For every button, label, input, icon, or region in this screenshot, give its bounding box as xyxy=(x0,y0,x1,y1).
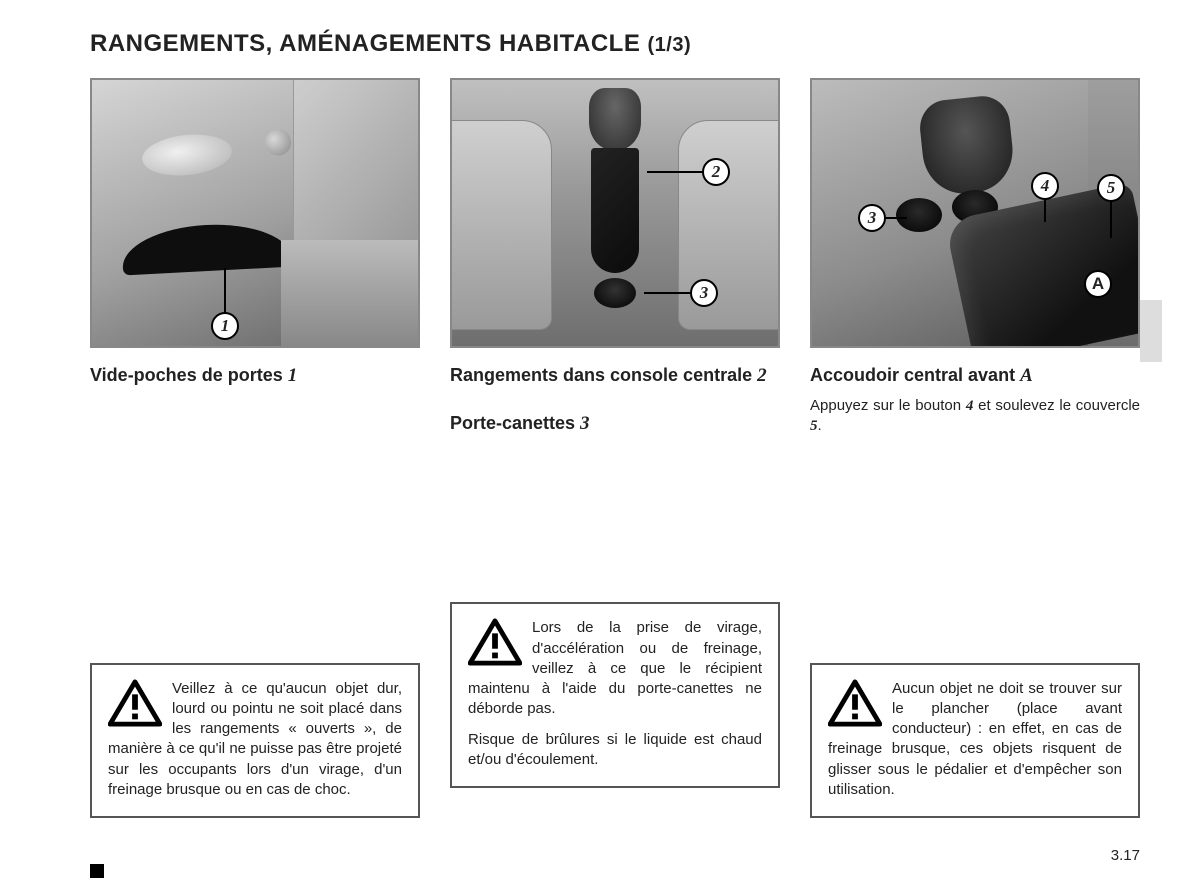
page-number: 3.17 xyxy=(1111,847,1140,864)
warning-icon xyxy=(828,679,882,727)
col2-warning-p2: Risque de brûlures si le liquide est cha… xyxy=(468,730,762,771)
callout-4: 4 xyxy=(1031,172,1059,200)
warning-icon xyxy=(468,618,522,666)
column-2: 28469 2 3 Rangements dans console centra… xyxy=(450,78,780,818)
title-main: RANGEMENTS, AMÉNAGEMENTS HABITACLE xyxy=(90,30,640,57)
col2-heading2-text: Porte-canettes xyxy=(450,413,580,433)
fig2-seat-left xyxy=(450,120,552,330)
leader-5 xyxy=(1110,200,1112,238)
callout-2: 2 xyxy=(702,158,730,186)
columns-container: 28422 1 Vide-poches de portes 1 Veillez … xyxy=(90,78,1140,818)
page-side-tab xyxy=(1140,300,1162,362)
figure-2: 28469 2 3 xyxy=(450,78,780,348)
col2-heading2-ref: 3 xyxy=(580,413,590,434)
fig1-door-panel xyxy=(92,80,294,346)
col3-body: Appuyez sur le bouton 4 et soulevez le c… xyxy=(810,396,1140,437)
title-suffix: (1/3) xyxy=(648,34,692,56)
callout-1: 1 xyxy=(211,312,239,340)
fig2-gear-boot xyxy=(589,88,641,150)
fig3-cupholder-left xyxy=(896,198,942,232)
callout-5: 5 xyxy=(1097,174,1125,202)
col3-heading-text: Accoudoir central avant xyxy=(810,365,1020,385)
column-3: 30863 3 4 5 A Accoudoir central avant A … xyxy=(810,78,1140,818)
leader-2 xyxy=(647,171,705,173)
col3-heading: Accoudoir central avant A xyxy=(810,364,1140,388)
leader-4 xyxy=(1044,198,1046,222)
callout-3b: 3 xyxy=(858,204,886,232)
callout-3: 3 xyxy=(690,279,718,307)
figure-1: 28422 1 xyxy=(90,78,420,348)
col3-body-mid: et soulevez le couvercle xyxy=(973,397,1140,414)
col1-heading: Vide-poches de portes 1 xyxy=(90,364,420,388)
leader-3 xyxy=(644,292,694,294)
page-title: RANGEMENTS, AMÉNAGEMENTS HABITACLE (1/3) xyxy=(90,30,1140,58)
figure-3: 30863 3 4 5 A xyxy=(810,78,1140,348)
leader-3b xyxy=(885,217,907,219)
col2-heading-2: Porte-canettes 3 xyxy=(450,412,780,436)
callout-A: A xyxy=(1084,270,1112,298)
col1-heading-ref: 1 xyxy=(288,365,298,386)
leader-1 xyxy=(224,268,226,316)
col3-body-post: . xyxy=(818,417,822,434)
col1-warning-box: Veillez à ce qu'aucun objet dur, lourd o… xyxy=(90,663,420,819)
col1-heading-text: Vide-poches de portes xyxy=(90,365,288,385)
col3-body-pre: Appuyez sur le bouton xyxy=(810,397,966,414)
fig2-console-storage xyxy=(591,148,639,273)
col3-heading-ref: A xyxy=(1020,365,1033,386)
col2-warning-box: Lors de la prise de virage, d'accélérati… xyxy=(450,602,780,788)
fig1-door-sill xyxy=(281,240,418,346)
footer-mark xyxy=(90,864,104,878)
col2-heading1-ref: 2 xyxy=(757,365,767,386)
col3-warning-box: Aucun objet ne doit se trouver sur le pl… xyxy=(810,663,1140,819)
fig2-cupholder xyxy=(594,278,636,308)
col2-heading1-text: Rangements dans console centrale xyxy=(450,365,757,385)
warning-icon xyxy=(108,679,162,727)
column-1: 28422 1 Vide-poches de portes 1 Veillez … xyxy=(90,78,420,818)
col2-heading-1: Rangements dans console centrale 2 xyxy=(450,364,780,388)
col3-body-ref2: 5 xyxy=(810,418,818,434)
